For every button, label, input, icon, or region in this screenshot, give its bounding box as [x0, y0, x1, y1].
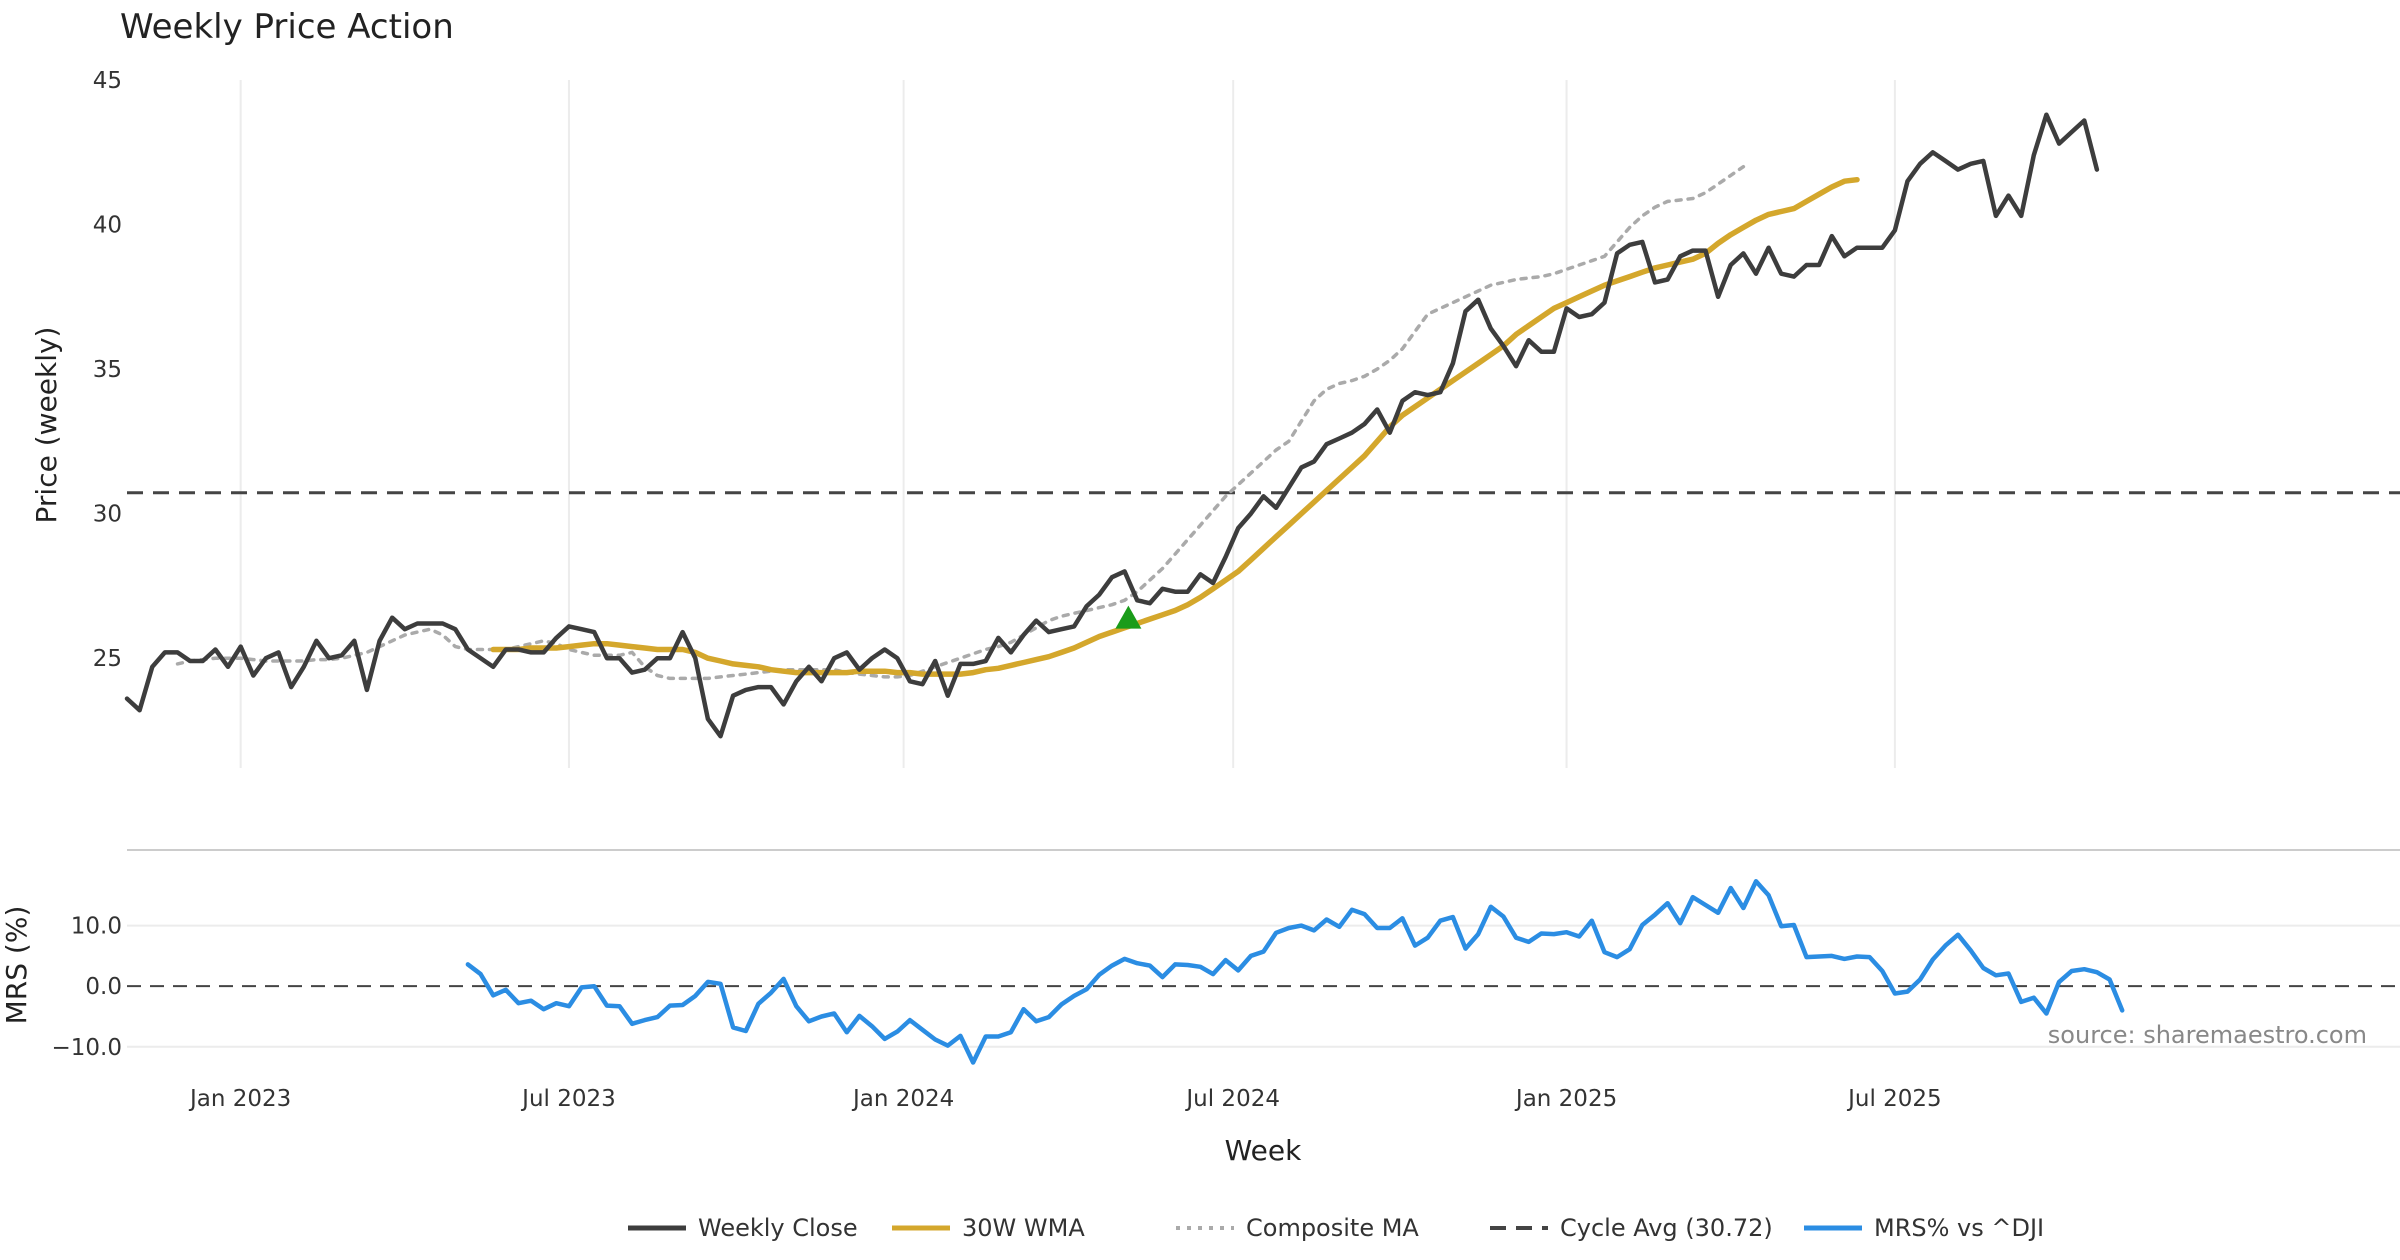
buy-signal-marker	[1115, 605, 1142, 629]
x-tick-label: Jul 2023	[520, 1086, 616, 1112]
mrs-y-tick-label: 10.0	[71, 914, 122, 940]
price-grid	[239, 80, 1896, 768]
price-y-axis-label: Price (weekly)	[30, 327, 63, 524]
price-y-tick-label: 25	[93, 646, 122, 672]
legend-label: MRS% vs ^DJI	[1874, 1214, 2044, 1242]
legend-label: Cycle Avg (30.72)	[1560, 1214, 1773, 1242]
x-tick-label: Jan 2023	[188, 1086, 291, 1112]
mrs-y-tick-label: 0.0	[85, 974, 122, 1000]
x-axis-label: Week	[1225, 1134, 1302, 1167]
x-axis: Jan 2023 Jul 2023 Jan 2024 Jul 2024 Jan 2025…	[188, 1086, 1942, 1112]
x-tick-label: Jan 2025	[1514, 1086, 1617, 1112]
series-composite-ma	[175, 164, 1746, 681]
x-tick-label: Jul 2025	[1846, 1086, 1942, 1112]
mrs-y-tick-label: −10.0	[52, 1035, 122, 1061]
price-y-tick-label: 45	[93, 68, 122, 94]
series-30w-wma	[490, 176, 1860, 677]
mrs-y-axis-label: MRS (%)	[0, 906, 33, 1025]
series-weekly-close	[124, 112, 2100, 739]
x-tick-label: Jan 2024	[851, 1086, 954, 1112]
mrs-grid	[127, 924, 2400, 1048]
chart-title: Weekly Price Action	[120, 7, 454, 47]
legend-label: Weekly Close	[698, 1214, 858, 1242]
legend: Weekly Close 30W WMA Composite MA Cycle Avg…	[628, 1214, 2044, 1242]
price-series-group	[124, 112, 2100, 739]
price-y-tick-label: 30	[93, 502, 122, 528]
price-y-tick-label: 35	[93, 357, 122, 383]
legend-label: 30W WMA	[962, 1214, 1085, 1242]
mrs-series-group	[465, 879, 2125, 1065]
price-y-axis: 25 30 35 40 45	[93, 68, 122, 672]
series-mrs-vs-dji	[465, 879, 2125, 1065]
legend-label: Composite MA	[1246, 1214, 1419, 1242]
x-tick-label: Jul 2024	[1184, 1086, 1280, 1112]
source-note: source: sharemaestro.com	[2048, 1021, 2367, 1049]
price-y-tick-label: 40	[93, 213, 122, 239]
mrs-y-axis: −10.0 0.0 10.0	[52, 914, 122, 1061]
